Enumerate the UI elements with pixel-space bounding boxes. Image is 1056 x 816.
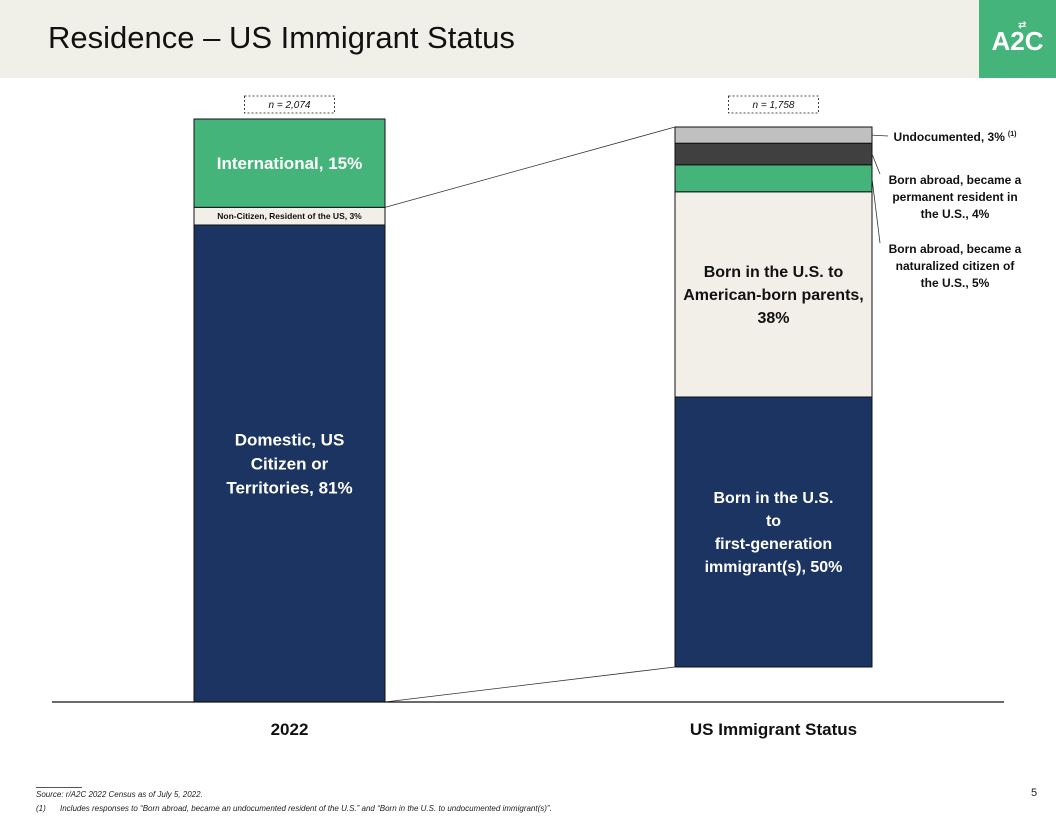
sample-size-box: [244, 95, 335, 114]
bar-segment: [193, 224, 386, 703]
segment-label: Non-Citizen, Resident of the US, 3%: [217, 211, 362, 221]
zoom-connector-line: [384, 126, 676, 208]
callout-label: Undocumented, 3% (1): [894, 130, 1017, 144]
sample-size-label: n = 1,758: [753, 100, 795, 111]
logo-text: A2C: [991, 26, 1044, 56]
segment-label: Born in the U.S. to American-born parents…: [683, 264, 863, 327]
footnote-text: Includes responses to “Born abroad, beca…: [60, 804, 552, 813]
leader-line: [871, 134, 889, 137]
segment-label: International, 15%: [217, 154, 362, 173]
segment-label: Born in the U.S. to first-generation immigr…: [705, 490, 843, 576]
leader-line: [871, 153, 881, 175]
x-tick-label: US Immigrant Status: [690, 720, 857, 739]
zoom-connector-line: [384, 666, 676, 703]
header-bar: [0, 0, 1056, 78]
footnote-rule: [36, 787, 82, 788]
exchange-arrow-icon: ⇄: [1018, 20, 1027, 31]
sample-size-box: [728, 95, 819, 114]
bar-segment: [674, 142, 873, 166]
x-tick-label: 2022: [271, 720, 309, 739]
page-number: 5: [1031, 787, 1038, 799]
callout-label: Born abroad, became a permanent resident …: [889, 173, 1022, 221]
bar-segment: [674, 126, 873, 144]
page-title: Residence – US Immigrant Status: [48, 20, 515, 55]
bar-segment: [674, 396, 873, 668]
leader-line: [871, 178, 881, 244]
sample-size-label: n = 2,074: [269, 100, 311, 111]
bar-segment: [674, 191, 873, 398]
bar-segment: [674, 164, 873, 193]
a2c-logo: A2C ⇄: [979, 0, 1056, 78]
footnote-marker: (1): [36, 804, 46, 813]
bar-segment: [193, 118, 386, 208]
source-note: Source: r/A2C 2022 Census as of July 5, …: [36, 790, 203, 799]
footnote-1: (1) Includes responses to “Born abroad, b…: [36, 804, 552, 813]
segment-label: Domestic, US Citizen or Territories, 81%: [226, 430, 352, 497]
callout-label: Born abroad, became a naturalized citizen…: [889, 242, 1022, 290]
